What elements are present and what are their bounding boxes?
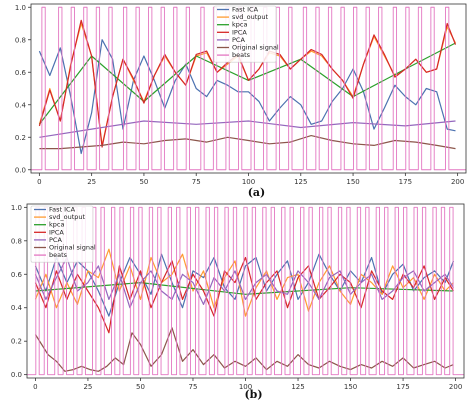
- panel-caption: (b): [244, 388, 262, 401]
- x-tick-label: 150: [346, 178, 359, 186]
- y-tick-label: 0.6: [15, 69, 27, 77]
- x-tick-label: 125: [294, 178, 307, 186]
- legend-label: IPCA: [49, 228, 64, 236]
- x-tick-label: 150: [344, 383, 357, 391]
- y-tick-label: 0.4: [11, 304, 23, 312]
- y-tick-label: 0.6: [11, 271, 23, 279]
- y-tick-label: 0.0: [15, 166, 26, 174]
- x-tick-label: 50: [136, 383, 145, 391]
- legend-label: Fast ICA: [232, 6, 259, 14]
- chart-panel-b: 0 25 50 75 100 125 150 175 200 0.0 0.2 0.4 0.6 0.8 1.0…: [11, 203, 465, 401]
- x-tick-label: 100: [242, 178, 255, 186]
- series-line-original-signal: [34, 327, 454, 372]
- x-tick-label: 175: [396, 383, 409, 391]
- x-tick-label: 200: [451, 178, 464, 186]
- legend-label: Original signal: [49, 244, 96, 252]
- x-tick-label: 200: [449, 383, 462, 391]
- x-tick-label: 100: [239, 383, 252, 391]
- series-line-fast-ica: [34, 253, 455, 317]
- legend-label: PCA: [232, 36, 245, 44]
- x-tick-label: 75: [189, 383, 198, 391]
- x-tick-label: 0: [37, 178, 41, 186]
- x-tick-label: 0: [33, 383, 37, 391]
- series-line-svd-output: [34, 248, 454, 317]
- x-tick-label: 125: [291, 383, 304, 391]
- x-tick-label: 25: [83, 383, 92, 391]
- x-tick-label: 25: [87, 178, 96, 186]
- x-tick-label: 50: [139, 178, 148, 186]
- plot-area: [31, 6, 466, 171]
- y-tick-label: 0.8: [15, 36, 26, 44]
- x-tick-label: 75: [192, 178, 201, 186]
- y-tick-label: 1.0: [15, 4, 26, 12]
- legend-label: svd_output: [49, 213, 85, 221]
- legend-label: IPCA: [232, 28, 247, 36]
- y-tick-label: 0.2: [15, 134, 26, 142]
- series-line-beats: [31, 6, 466, 171]
- series-line-beats: [27, 206, 464, 376]
- series-line-pca: [34, 256, 455, 309]
- legend-label: PCA: [49, 236, 62, 244]
- series-line-ipca: [34, 256, 455, 334]
- legend-label: svd_output: [232, 13, 268, 21]
- y-tick-label: 0.8: [11, 237, 22, 245]
- x-tick-label: 175: [399, 178, 412, 186]
- y-tick-label: 0.0: [11, 371, 22, 379]
- y-tick-label: 0.4: [15, 101, 27, 109]
- legend-box: [213, 5, 277, 63]
- legend-label: kpca: [232, 21, 247, 29]
- legend-label: beats: [232, 51, 251, 59]
- panel-caption: (a): [248, 186, 266, 199]
- y-tick-label: 1.0: [11, 204, 22, 212]
- plot-area: [27, 206, 464, 376]
- chart-panel-a: 0 25 50 75 100 125 150 175 200 0.0 0.2 0.4 0.6 0.8 1.0…: [15, 3, 467, 199]
- legend-label: Fast ICA: [49, 206, 76, 214]
- y-tick-label: 0.2: [11, 338, 22, 346]
- legend-label: Original signal: [232, 44, 279, 52]
- legend-box: [30, 205, 94, 263]
- legend-label: kpca: [49, 221, 64, 229]
- legend-label: beats: [49, 251, 68, 259]
